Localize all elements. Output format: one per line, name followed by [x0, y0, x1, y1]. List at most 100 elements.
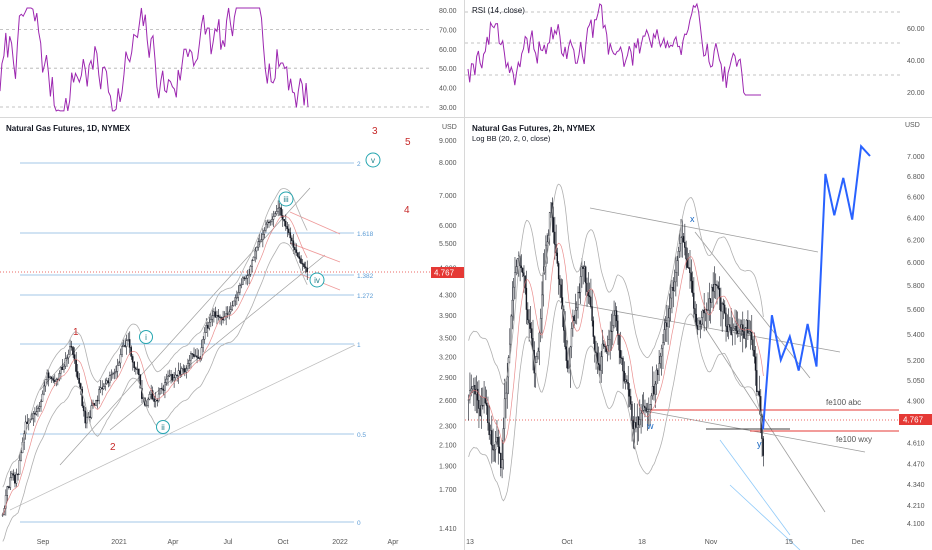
- daily-candle-body: [43, 385, 45, 395]
- hourly-candle-body: [493, 449, 495, 451]
- daily-x-tick-2: Apr: [168, 539, 180, 546]
- hourly-candle: [749, 320, 752, 350]
- daily-candle: [167, 370, 169, 386]
- daily-candle-body: [47, 372, 50, 379]
- hourly-candle: [619, 331, 622, 364]
- daily-candle: [153, 396, 155, 408]
- daily-candle: [303, 261, 305, 269]
- wave-label-iii: iii: [283, 195, 289, 204]
- daily-candle: [290, 235, 293, 246]
- hourly-candle-body: [478, 400, 480, 409]
- daily-candle: [179, 362, 181, 378]
- fe100-wxy-label: fe100 wxy: [836, 435, 872, 444]
- hourly-candle-body: [476, 388, 479, 401]
- daily-candle-body: [203, 332, 206, 340]
- hourly-candle-body: [573, 316, 575, 321]
- daily-candle-body: [243, 277, 246, 279]
- hourly-y-tick-7: 5.600: [907, 307, 925, 314]
- daily-candle-body: [248, 274, 250, 276]
- daily-candle: [234, 294, 236, 307]
- hourly-candle: [691, 271, 694, 297]
- daily-candle: [235, 290, 238, 306]
- hourly-candle: [727, 308, 730, 340]
- hourly-candle: [537, 347, 539, 360]
- daily-candle: [81, 386, 83, 408]
- daily-candle-body: [14, 474, 16, 484]
- hourly-candle-body: [753, 349, 755, 357]
- daily-candle-body: [292, 240, 295, 248]
- circle-i: [139, 330, 153, 344]
- daily-candle: [95, 399, 97, 407]
- hourly-candle: [677, 246, 679, 276]
- daily-candle-body: [63, 365, 65, 370]
- daily-candle-body: [180, 368, 183, 375]
- daily-candle-body: [59, 366, 62, 374]
- daily-candle-body: [104, 383, 106, 387]
- daily-candle: [249, 264, 252, 277]
- hourly-price-badge: [899, 414, 932, 425]
- daily-candle-body: [235, 297, 238, 299]
- daily-candle: [1, 512, 4, 517]
- daily-candle: [243, 276, 246, 281]
- hourly-candle: [681, 219, 683, 258]
- daily-candle-body: [131, 356, 134, 363]
- daily-candle-body: [148, 394, 151, 400]
- hourly-candle: [690, 259, 692, 293]
- daily-candle-body: [214, 311, 217, 318]
- daily-candle-body: [177, 370, 180, 377]
- daily-candle: [271, 213, 273, 226]
- hourly-candle-body: [514, 272, 516, 288]
- hourly-candle-body: [731, 330, 734, 335]
- hourly-candle-body: [536, 356, 538, 363]
- hourly-candle-body: [523, 272, 525, 277]
- hourly-candle-body: [501, 459, 503, 469]
- daily-candle: [163, 376, 166, 399]
- daily-currency-label: USD: [442, 124, 457, 131]
- hourly-candle: [672, 277, 674, 308]
- daily-candle-body: [220, 317, 223, 319]
- hourly-candle: [471, 386, 474, 394]
- daily-candle: [137, 368, 140, 382]
- rsi-daily-line: [0, 7, 309, 112]
- hourly-candle-body: [693, 292, 695, 309]
- daily-candle: [35, 405, 38, 416]
- rsi-daily-y-tick-3: 50.00: [439, 66, 457, 73]
- daily-candle-body: [280, 207, 282, 216]
- daily-candle-body: [96, 400, 99, 402]
- circle-iv: [309, 272, 325, 288]
- hourly-candle: [564, 311, 566, 350]
- hourly-candle: [725, 307, 727, 342]
- hourly-candle: [622, 356, 624, 389]
- hourly-candle-body: [632, 420, 634, 430]
- hourly-candle-body: [723, 304, 726, 314]
- daily-candle-body: [275, 211, 278, 214]
- daily-candle-body: [242, 277, 244, 285]
- hourly-candle-body: [660, 347, 663, 357]
- hourly-candle-body: [640, 412, 642, 420]
- daily-candle-body: [41, 393, 44, 402]
- hourly-y-tick-1: 6.800: [907, 174, 925, 181]
- daily-candle: [9, 471, 12, 490]
- hourly-candle: [673, 269, 676, 292]
- hourly-candle: [668, 293, 670, 328]
- daily-candle: [96, 395, 99, 409]
- daily-candle: [125, 334, 128, 355]
- daily-candle-body: [79, 383, 82, 390]
- hourly-candle-body: [699, 320, 701, 325]
- daily-candle: [300, 255, 302, 264]
- daily-candle: [17, 473, 19, 481]
- hourly-candle: [595, 340, 597, 370]
- hourly-candle-body: [474, 385, 476, 395]
- daily-candle-body: [75, 359, 77, 372]
- hourly-candle: [731, 317, 734, 346]
- hourly-candle-body: [579, 276, 582, 293]
- daily-candle: [47, 370, 50, 387]
- daily-candle-body: [209, 319, 212, 323]
- daily-channel-lower: [109, 254, 326, 431]
- hourly-candle-body: [642, 405, 645, 411]
- daily-candle: [70, 340, 73, 351]
- daily-candle: [102, 383, 105, 391]
- daily-candle: [297, 252, 299, 259]
- daily-candle: [85, 409, 88, 429]
- hourly-candle-body: [655, 369, 658, 385]
